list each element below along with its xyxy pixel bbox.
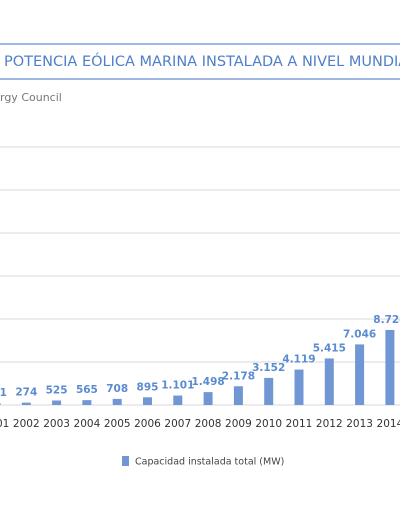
bar [355,344,365,405]
data-label: 565 [76,384,98,396]
bar [264,377,274,405]
x-tick-label: 2009 [225,418,252,430]
legend-label: Capacidad instalada total (MW) [135,457,284,468]
bar [21,402,31,405]
data-label: 2.178 [222,370,255,382]
x-tick-label: 2012 [316,418,343,430]
data-label: 1.498 [191,376,224,388]
bar [52,400,62,405]
bar [203,392,213,405]
data-label: 525 [46,384,68,396]
data-label: 708 [106,383,128,395]
legend-swatch [122,456,129,466]
bar [112,398,122,405]
bar [324,358,334,405]
x-tick-label: 2013 [346,418,373,430]
x-tick-label: 2003 [43,418,70,430]
data-label: 895 [137,381,159,393]
data-label: 4.119 [282,354,315,366]
chart-subtitle: rgy Council [0,91,62,104]
x-tick-label: 2007 [164,418,191,430]
bar [173,395,183,405]
x-tick-label: 2005 [104,418,131,430]
data-label: 8.724 [373,314,400,326]
data-label: 5.415 [313,342,346,354]
bar [385,329,395,405]
chart-title: POTENCIA EÓLICA MARINA INSTALADA A NIVEL… [4,52,400,70]
x-tick-label: 2011 [286,418,313,430]
data-label: 3.152 [252,362,285,374]
data-label: 274 [15,387,37,399]
bar [233,386,243,405]
bar [0,402,1,405]
x-tick-label: 2010 [255,418,282,430]
x-tick-label: 2006 [134,418,161,430]
x-tick-label: 2004 [74,418,101,430]
x-tick-label: 2002 [13,418,40,430]
bar [294,369,304,405]
data-label: 7.046 [343,328,376,340]
bar [82,400,92,405]
bar [143,397,152,405]
data-label: 241 [0,387,7,399]
data-label: 1.101 [161,380,194,392]
x-tick-label: 2014 [377,418,400,430]
x-tick-label: 2001 [0,418,9,430]
x-tick-label: 2008 [195,418,222,430]
